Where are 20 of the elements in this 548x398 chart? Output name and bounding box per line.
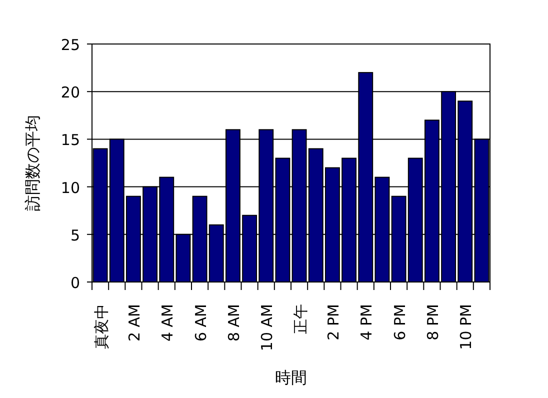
y-tick-label: 15 (60, 131, 80, 150)
x-tick-label: 10 PM (457, 304, 476, 350)
x-tick-label: 4 AM (158, 304, 177, 342)
y-tick-label: 25 (60, 36, 80, 54)
y-tick-label: 20 (60, 84, 80, 102)
x-tick-label: 2 AM (125, 304, 144, 342)
y-tick-label: 10 (60, 178, 80, 197)
x-tick-label: 10 AM (258, 304, 276, 352)
x-tick-label: 真夜中 (92, 304, 110, 349)
y-axis-title: 訪問数の平均 (23, 115, 42, 211)
y-tick-label: 5 (70, 226, 80, 244)
x-tick-label: 8 AM (224, 304, 243, 342)
x-axis-title: 時間 (275, 368, 307, 387)
x-tick-label: 8 PM (424, 304, 442, 340)
x-tick-label: 4 PM (358, 304, 376, 340)
x-tick-label: 正午 (291, 304, 310, 334)
x-tick-label: 6 AM (192, 304, 210, 342)
y-tick-label: 0 (70, 274, 80, 292)
x-tick-label: 6 PM (390, 304, 409, 340)
x-tick-label: 2 PM (324, 304, 342, 340)
